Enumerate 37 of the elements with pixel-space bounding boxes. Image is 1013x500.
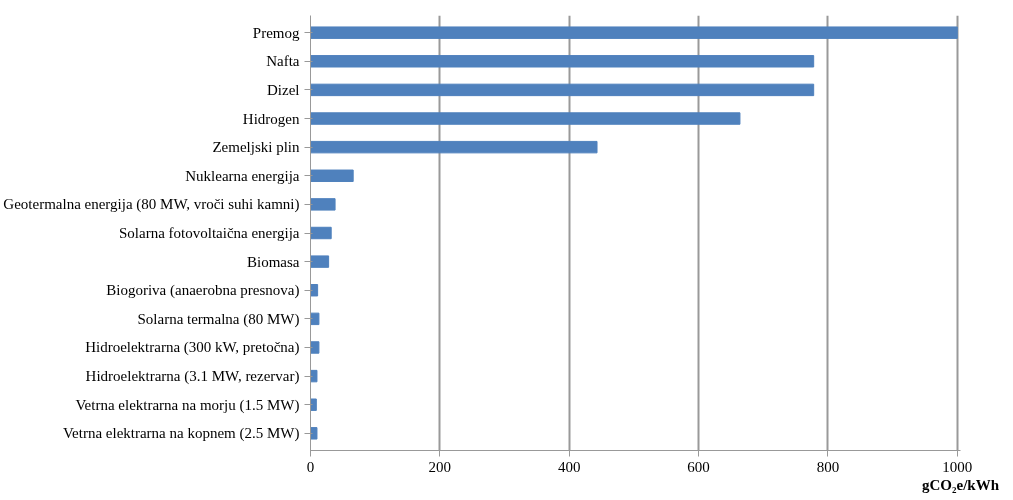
bar: [310, 83, 815, 97]
y-tick-label: Hidrogen: [242, 110, 300, 127]
y-tick-label: Solarna termalna (80 MW): [137, 310, 300, 328]
bar: [310, 26, 958, 39]
y-tick-label: Geotermalna energija (80 MW, vroči suhi kamni): [3, 196, 300, 214]
y-tick-label: Hidroelektrarna (3.1 MW, rezervar): [85, 368, 300, 386]
y-tick-label: Solarna fotovoltaična energija: [119, 225, 300, 241]
y-tick-label: Vetrna elektrarna na kopnem (2.5 MW): [62, 425, 300, 443]
x-tick-label: 0: [306, 458, 315, 475]
x-tick-label: 400: [557, 458, 581, 475]
bar: [310, 226, 332, 240]
y-tick-label: Nuklearna energija: [185, 167, 300, 184]
bar: [310, 55, 815, 68]
bar: [310, 398, 317, 411]
bar: [310, 427, 318, 440]
bar: [310, 112, 741, 125]
bar: [310, 255, 330, 268]
bar: [310, 140, 598, 154]
y-tick-label: Vetrna elektrarna na morju (1.5 MW): [75, 396, 300, 414]
bar: [310, 369, 318, 383]
y-tick-label: Nafta: [266, 53, 300, 70]
bar: [310, 198, 336, 211]
y-tick-label: Biogoriva (anaerobna presnova): [106, 282, 300, 300]
bar: [310, 341, 320, 354]
bar: [310, 284, 319, 297]
y-tick-label: Biomasa: [247, 253, 300, 270]
x-axis-title: gCO₂e/kWh: [922, 476, 1000, 493]
y-tick-label: Zemeljski plin: [212, 139, 300, 156]
bar: [310, 169, 354, 182]
x-tick-label: 200: [428, 458, 452, 475]
y-tick-label: Hidroelektrarna (300 kW, pretočna): [85, 339, 300, 357]
x-tick-label: 800: [816, 458, 840, 475]
x-tick-label: 1000: [942, 458, 973, 475]
y-tick-label: Dizel: [267, 81, 300, 98]
bar: [310, 312, 320, 326]
y-tick-label: Premog: [252, 24, 300, 41]
x-tick-label: 600: [687, 458, 710, 475]
